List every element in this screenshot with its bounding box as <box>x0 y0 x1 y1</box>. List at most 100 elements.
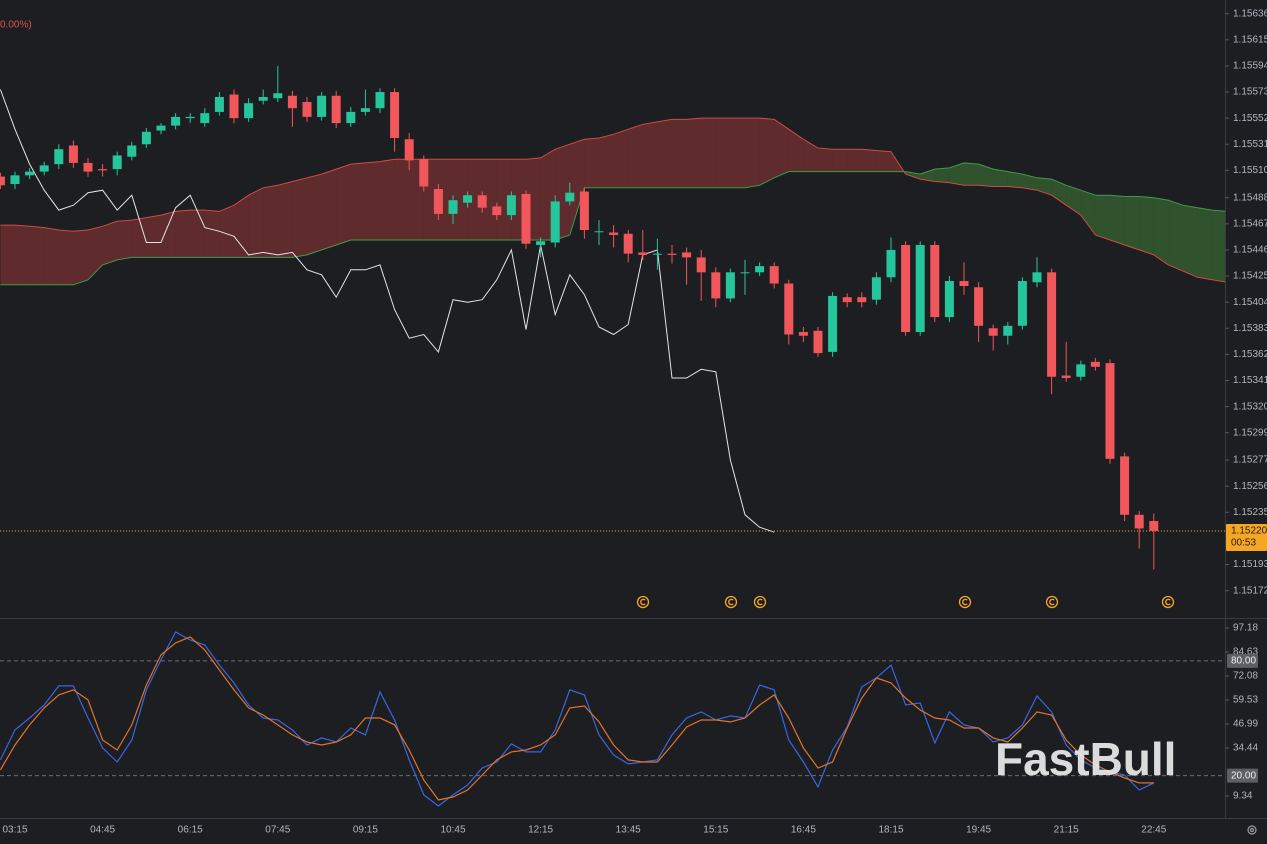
candle-body <box>798 332 808 336</box>
level-label: 20.00 <box>1231 770 1256 781</box>
candle-body <box>25 171 35 176</box>
candle-body <box>974 287 984 326</box>
candle-body <box>1003 325 1013 336</box>
cloud-fill <box>759 118 775 186</box>
cloud-fill <box>496 159 512 240</box>
current-price-box <box>1226 523 1267 551</box>
candle-body <box>287 95 297 109</box>
candle-body <box>433 189 443 214</box>
cloud-fill <box>248 187 264 258</box>
candle-body <box>725 272 735 299</box>
cloud-fill <box>234 195 249 258</box>
cloud-fill <box>642 121 658 188</box>
cloud-fill <box>686 118 702 188</box>
cloud-fill <box>964 162 979 186</box>
y-tick-label: 1.15636 <box>1233 8 1267 19</box>
cloud-fill <box>745 118 760 188</box>
candle-body <box>244 103 254 119</box>
candle-body <box>404 139 414 161</box>
candle-body <box>915 244 925 333</box>
y-tick-label: 1.15573 <box>1233 87 1267 98</box>
cloud-fill <box>1080 190 1096 236</box>
cloud-fill <box>263 185 278 258</box>
cloud-fill <box>88 226 103 280</box>
x-tick-label: 15:15 <box>703 825 728 836</box>
candle-body <box>579 191 589 231</box>
cloud-fill <box>569 139 585 236</box>
cloud-fill <box>1051 179 1067 206</box>
cloud-fill <box>117 220 132 260</box>
candle-body <box>200 113 210 124</box>
candle-body <box>565 192 575 202</box>
y-tick-label: 97.18 <box>1233 623 1258 634</box>
cloud-fill <box>44 227 59 285</box>
candle-body <box>857 297 867 303</box>
event-icon[interactable] <box>753 595 767 609</box>
candle-body <box>638 252 648 255</box>
x-tick-label: 09:15 <box>353 825 378 836</box>
cloud-fill <box>832 149 848 172</box>
cloud-fill <box>292 177 307 258</box>
cloud-line <box>0 117 1225 283</box>
cloud-fill <box>146 215 161 258</box>
current-price-label: 1.15220 <box>1231 526 1267 537</box>
candle-body <box>755 266 765 273</box>
event-icon[interactable] <box>1161 595 1175 609</box>
candle-body <box>740 272 750 274</box>
stochastic-line <box>0 631 1155 807</box>
cloud-fill <box>15 225 30 285</box>
candle-body <box>1047 272 1057 377</box>
event-icon[interactable] <box>1045 595 1059 609</box>
candle-body <box>1134 514 1144 529</box>
cloud-fill <box>1007 171 1023 188</box>
candle-body <box>463 195 473 203</box>
cloud-fill <box>613 129 629 188</box>
cloud-fill <box>1197 207 1213 280</box>
candle-body <box>594 231 604 233</box>
x-tick-label: 10:45 <box>440 825 465 836</box>
stochastic-line <box>0 636 1154 801</box>
cloud-fill <box>803 139 818 172</box>
cloud-fill <box>394 159 410 240</box>
cloud-fill <box>219 205 234 258</box>
candle-body <box>54 149 64 165</box>
x-tick-label: 07:45 <box>265 825 290 836</box>
event-icon[interactable] <box>724 595 738 609</box>
candle-body <box>550 201 560 243</box>
cloud-fill <box>131 217 147 258</box>
cloud-fill <box>861 149 877 172</box>
candle-body <box>83 162 93 172</box>
cloud-fill <box>949 162 964 186</box>
candle-body <box>521 193 531 244</box>
level-box <box>1227 768 1258 783</box>
candle-body <box>784 283 794 335</box>
candle-body <box>1105 363 1115 459</box>
cloud-fill <box>1168 200 1183 272</box>
cloud-fill <box>1110 195 1125 245</box>
candle-body <box>609 232 619 236</box>
x-tick-label: 22:45 <box>1141 825 1166 836</box>
candle-body <box>930 244 940 318</box>
cloud-fill <box>58 230 74 285</box>
cloud-fill <box>161 211 176 258</box>
cloud-fill <box>730 118 745 188</box>
event-icon[interactable] <box>636 595 650 609</box>
cloud-fill <box>1212 210 1225 282</box>
candle-body <box>682 252 692 258</box>
cloud-fill <box>993 169 1008 187</box>
candle-body <box>944 281 954 318</box>
candle-body <box>317 95 327 117</box>
event-icon[interactable] <box>958 595 972 609</box>
candle-body <box>156 125 166 131</box>
x-tick-label: 03:15 <box>2 825 27 836</box>
y-tick-label: 1.15235 <box>1233 507 1267 518</box>
x-tick-label: 06:15 <box>178 825 203 836</box>
y-tick-label: 1.15531 <box>1233 139 1267 150</box>
candle-body <box>842 297 852 303</box>
candle-body <box>68 145 78 163</box>
y-tick-label: 1.15320 <box>1233 401 1267 412</box>
settings-icon[interactable] <box>1247 825 1257 835</box>
candle-body <box>39 165 49 172</box>
candle-body <box>1032 272 1042 283</box>
y-tick-label: 34.44 <box>1233 743 1258 754</box>
